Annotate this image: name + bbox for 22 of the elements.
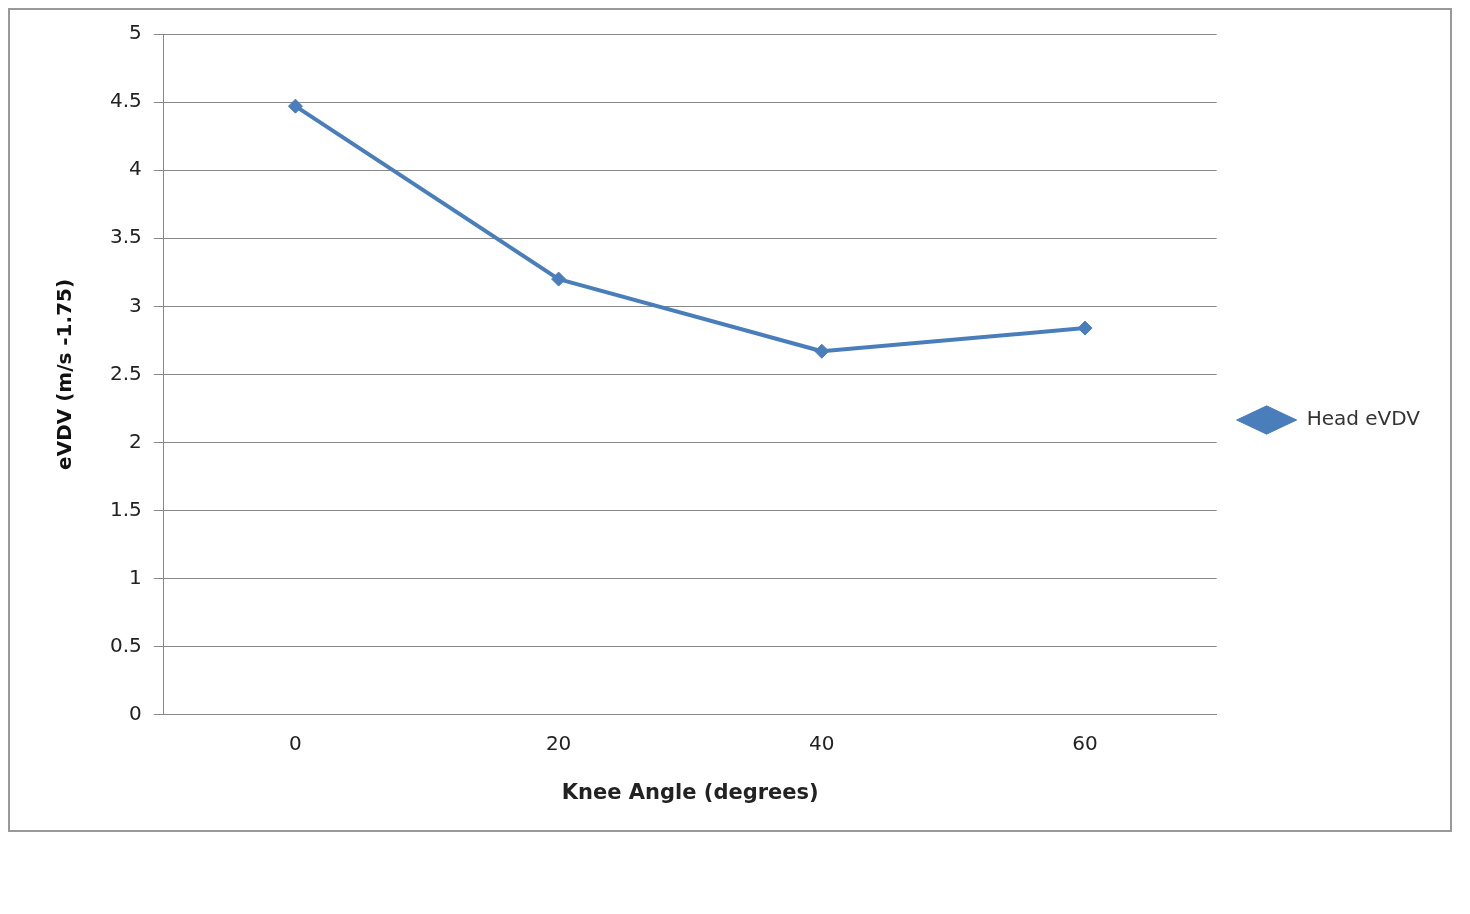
y-tick-label: 1	[129, 564, 142, 589]
y-tick-label: 2.5	[109, 360, 142, 385]
y-tick-label: 4.5	[109, 88, 142, 113]
x-tick-label: 20	[545, 731, 572, 755]
y-tick-label: 3	[129, 292, 142, 317]
x-tick-label: 40	[809, 731, 835, 755]
y-tick-label: 2	[129, 428, 142, 453]
y-tick-label: 5	[129, 20, 142, 45]
point	[814, 343, 830, 359]
y-tick-label: 3.5	[109, 224, 142, 249]
y-tick-label: 0.5	[109, 632, 142, 657]
point	[287, 98, 303, 114]
x-tick-label: 0	[289, 731, 302, 755]
point	[1077, 320, 1093, 336]
y-tick-label: 4	[129, 156, 142, 181]
y-tick-label: 1.5	[109, 496, 142, 521]
y-tick-label: 0	[129, 701, 142, 725]
y-axis-title: eVDV (m/s -1.75)	[52, 278, 77, 470]
legend-label: Head eVDV	[1306, 406, 1421, 431]
x-tick-label: 60	[1072, 731, 1098, 755]
x-axis-title: Knee Angle (degrees)	[561, 779, 819, 804]
point	[551, 271, 567, 287]
